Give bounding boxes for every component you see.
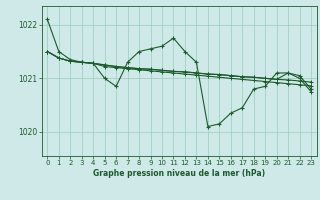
- X-axis label: Graphe pression niveau de la mer (hPa): Graphe pression niveau de la mer (hPa): [93, 169, 265, 178]
